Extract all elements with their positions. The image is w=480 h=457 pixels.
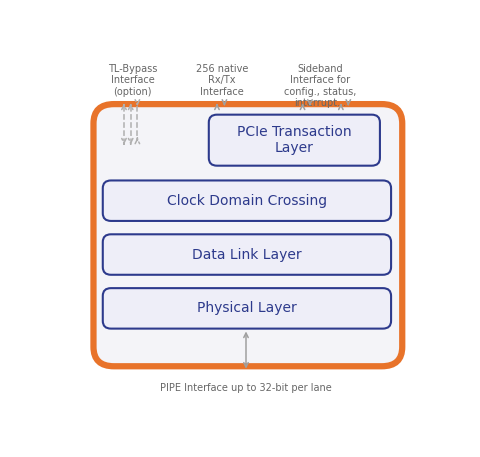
- Text: 256 native
Rx/Tx
Interface: 256 native Rx/Tx Interface: [196, 64, 248, 97]
- Text: PIPE Interface up to 32-bit per lane: PIPE Interface up to 32-bit per lane: [160, 383, 332, 393]
- FancyBboxPatch shape: [94, 104, 402, 366]
- FancyBboxPatch shape: [103, 234, 391, 275]
- FancyBboxPatch shape: [103, 181, 391, 221]
- Text: Data Link Layer: Data Link Layer: [192, 248, 302, 261]
- Text: Sideband
Interface for
config., status,
interrupt...: Sideband Interface for config., status, …: [284, 64, 357, 108]
- Text: TL-Bypass
Interface
(option): TL-Bypass Interface (option): [108, 64, 157, 97]
- FancyBboxPatch shape: [103, 288, 391, 329]
- Text: Clock Domain Crossing: Clock Domain Crossing: [167, 194, 327, 207]
- FancyBboxPatch shape: [209, 115, 380, 166]
- Text: Physical Layer: Physical Layer: [197, 301, 297, 315]
- Text: PCIe Transaction
Layer: PCIe Transaction Layer: [237, 125, 352, 155]
